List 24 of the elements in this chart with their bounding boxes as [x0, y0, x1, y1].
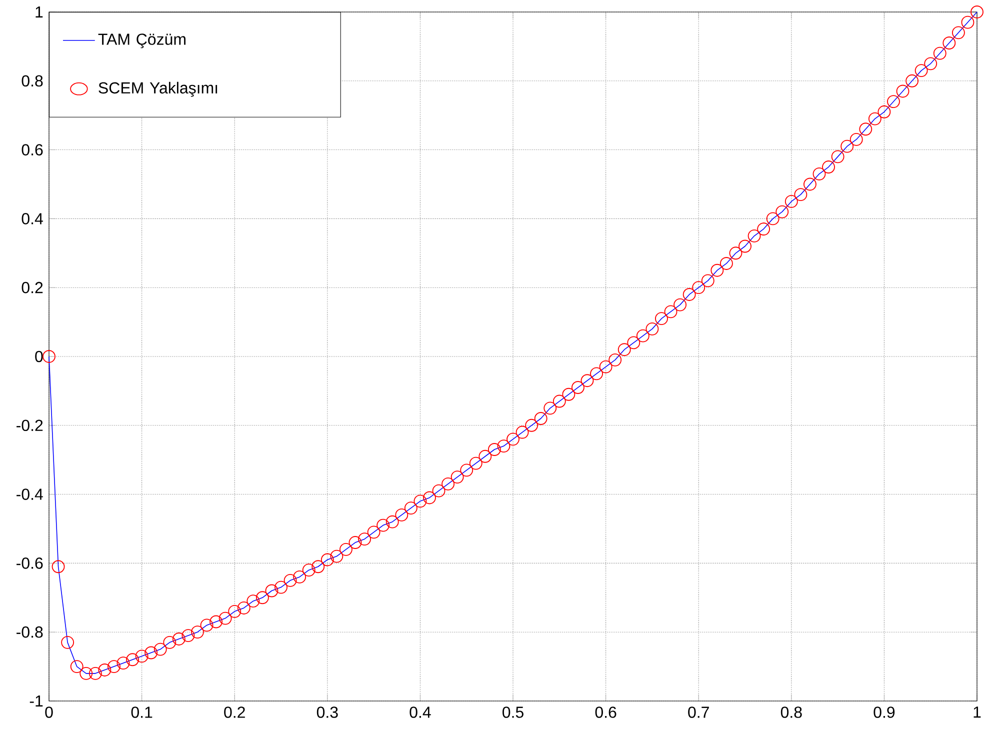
x-tick-label: 0 — [45, 706, 53, 718]
y-tick-label: 1 — [36, 6, 43, 18]
y-tick-label: -1 — [30, 695, 43, 706]
y-tick-label: 0.2 — [22, 282, 43, 294]
y-tick-label: -0.2 — [16, 420, 43, 432]
x-tick-label: 0.2 — [224, 706, 245, 718]
y-tick-label: 0 — [35, 350, 43, 362]
x-tick-label: 0.6 — [595, 706, 616, 718]
y-tick-label: -0.4 — [16, 488, 43, 500]
y-tick-label: -0.6 — [16, 558, 43, 569]
x-tick-label: 1 — [974, 706, 981, 718]
x-tick-label: 0.1 — [131, 706, 152, 718]
y-tick-label: 0.6 — [22, 144, 43, 156]
legend-label: SCEM Yaklaşımı — [98, 82, 218, 97]
y-tick-label: 0.4 — [22, 213, 43, 224]
x-tick-label: 0.3 — [316, 706, 338, 718]
x-tick-label: 0.9 — [874, 706, 895, 718]
x-tick-label: 0.8 — [780, 706, 802, 718]
y-tick-label: -0.8 — [16, 626, 43, 638]
x-tick-label: 0.7 — [688, 706, 709, 718]
legend-label: TAM Çözüm — [98, 34, 186, 48]
x-tick-label: 0.4 — [410, 706, 431, 718]
x-tick-label: 0.5 — [502, 706, 524, 718]
y-tick-label: 0.8 — [22, 75, 43, 87]
